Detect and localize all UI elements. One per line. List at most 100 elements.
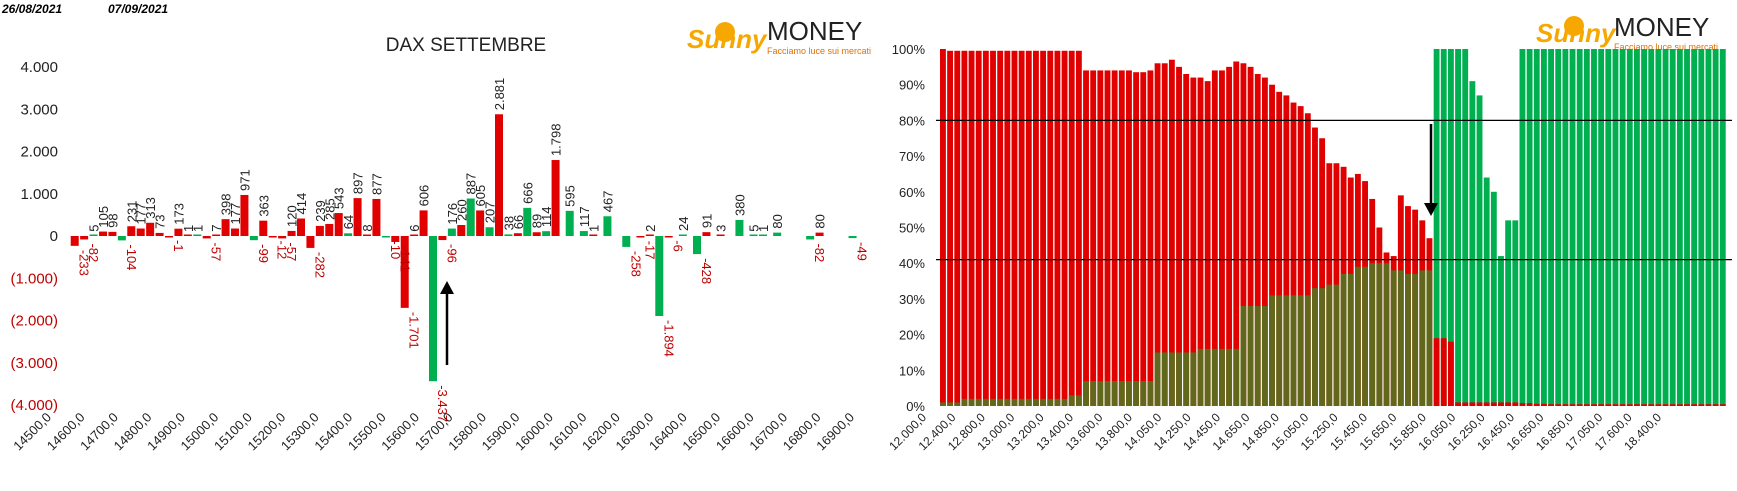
bar-red xyxy=(1197,77,1204,406)
data-label: 877 xyxy=(369,173,384,195)
bar-green-overlay xyxy=(1161,352,1168,406)
bar-green-overlay xyxy=(1240,306,1247,406)
y-tick-label: 0 xyxy=(50,228,58,245)
data-label: 363 xyxy=(256,195,271,217)
bars xyxy=(70,114,857,382)
data-label: 114 xyxy=(539,206,554,227)
bar-red-overlay xyxy=(1598,404,1605,406)
data-label: -141 xyxy=(397,246,412,272)
bar-green-overlay xyxy=(1405,273,1411,406)
bar xyxy=(108,231,117,236)
bar-green xyxy=(1569,49,1576,406)
bar-red-overlay xyxy=(1655,404,1662,406)
bar xyxy=(476,210,485,236)
y-tick-label: 4.000 xyxy=(20,59,58,76)
bar-green-overlay xyxy=(1090,381,1097,406)
bar-green xyxy=(1583,49,1590,406)
bar-green-overlay xyxy=(1397,270,1404,406)
bar xyxy=(165,236,173,238)
bar-green-overlay xyxy=(1140,381,1147,406)
data-label: -6 xyxy=(671,240,686,252)
bar xyxy=(678,234,687,236)
bar-green-overlay xyxy=(990,398,996,406)
bar-red xyxy=(1090,70,1097,407)
arrow-down-annotation xyxy=(1424,124,1438,216)
reference-lines xyxy=(936,119,1732,261)
data-label: -17 xyxy=(642,241,657,260)
data-label: -1.701 xyxy=(407,312,422,349)
bar xyxy=(363,234,371,236)
data-label: 66 xyxy=(511,215,526,229)
bar-green xyxy=(1698,49,1705,406)
bar xyxy=(523,207,532,236)
bar-red xyxy=(954,50,961,406)
y-tick-label: 30% xyxy=(899,292,925,307)
bar-red xyxy=(1147,70,1154,407)
data-label: -57 xyxy=(209,242,224,261)
bar-green-overlay xyxy=(1340,273,1347,406)
data-label: -49 xyxy=(855,242,870,261)
bar-green xyxy=(1641,49,1648,406)
bar-green xyxy=(1684,49,1690,406)
bar xyxy=(429,236,437,382)
bar-green xyxy=(1691,49,1698,406)
bar-green-overlay xyxy=(1383,263,1390,406)
bar-red xyxy=(1004,50,1011,406)
bar-green-overlay xyxy=(1304,295,1311,406)
data-label: -104 xyxy=(124,244,139,270)
bar-red xyxy=(1204,81,1211,406)
bar-green-overlay xyxy=(1211,348,1218,406)
bar xyxy=(504,234,513,236)
bar-red-overlay xyxy=(1533,403,1540,406)
bar-green xyxy=(1719,49,1726,406)
chart-title: DAX SETTEMBRE xyxy=(386,35,546,56)
bar-green xyxy=(1447,49,1454,406)
data-label: 543 xyxy=(332,187,347,209)
bar-green-overlay xyxy=(1068,395,1075,406)
bar xyxy=(419,210,428,236)
bar-green xyxy=(1612,49,1619,406)
bar-green xyxy=(1505,220,1512,406)
bar xyxy=(655,236,664,317)
bar-red-overlay xyxy=(1662,404,1669,406)
bar-green xyxy=(1562,49,1569,406)
bar-red-overlay xyxy=(1548,404,1555,406)
bar-green xyxy=(1469,81,1476,406)
x-axis: 14500,014600,014700,014800,014900,015000… xyxy=(10,410,857,454)
bar-green-overlay xyxy=(1269,295,1275,406)
bar-green-overlay xyxy=(954,402,961,406)
arrow-up-annotation xyxy=(440,281,454,365)
bar-red-overlay xyxy=(1505,402,1512,406)
bar-red xyxy=(1226,66,1233,406)
data-label: 5 xyxy=(87,225,102,232)
bar-green-overlay xyxy=(1376,263,1383,406)
bar-red xyxy=(1068,50,1075,406)
data-labels: -233-82510598-10423117731373-117311-5773… xyxy=(77,78,870,422)
bar xyxy=(749,234,758,236)
bar-green-overlay xyxy=(1147,381,1154,406)
data-label: -12 xyxy=(275,241,290,260)
bar xyxy=(702,232,711,236)
bar-red xyxy=(1047,50,1054,406)
bar-green-overlay xyxy=(940,402,946,406)
data-label: 595 xyxy=(563,185,578,207)
bar-red-overlay xyxy=(1676,404,1683,406)
bars-percent xyxy=(940,49,1726,407)
bar-green xyxy=(1548,49,1555,406)
bar-red xyxy=(1190,77,1197,406)
bar-red xyxy=(968,50,975,406)
bar-green xyxy=(1605,49,1612,406)
data-label: 24 xyxy=(676,217,691,231)
bar xyxy=(589,234,598,236)
bar-green xyxy=(1705,49,1712,406)
bar-green-overlay xyxy=(1326,284,1333,406)
bar-green-overlay xyxy=(947,402,954,406)
bar-red xyxy=(990,50,996,406)
bar xyxy=(551,160,560,236)
bar-green xyxy=(1476,95,1483,406)
bar xyxy=(240,194,249,236)
bar-green-overlay xyxy=(997,398,1004,406)
data-label: -3.437 xyxy=(435,385,450,422)
bar xyxy=(381,236,390,238)
bar-green-overlay xyxy=(1426,270,1433,406)
